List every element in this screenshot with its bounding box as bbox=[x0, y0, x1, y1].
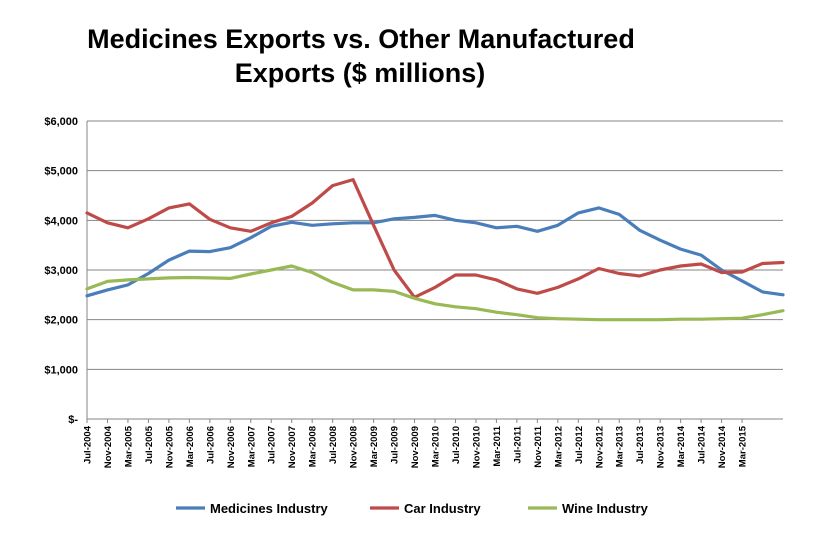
x-tick-label: Mar-2012 bbox=[553, 426, 564, 467]
x-tick-label: Nov-2012 bbox=[594, 426, 605, 468]
y-tick-label: $4,000 bbox=[44, 215, 78, 227]
x-tick-label: Mar-2007 bbox=[246, 426, 257, 467]
legend-label: Wine Industry bbox=[562, 501, 649, 516]
x-tick-label: Mar-2014 bbox=[676, 425, 687, 467]
y-axis-ticks: $- $1,000 $2,000 $3,000 $4,000 $5,000 $6,000 bbox=[44, 116, 78, 426]
x-tick-label: Jul-2012 bbox=[574, 426, 585, 464]
x-tick-label: Jul-2008 bbox=[328, 426, 339, 464]
y-tick-label: $3,000 bbox=[44, 265, 78, 277]
x-tick-label: Mar-2015 bbox=[738, 425, 749, 467]
x-tick-label: Mar-2010 bbox=[431, 426, 442, 467]
x-tick-label: Jul-2005 bbox=[144, 425, 155, 464]
x-tick-label: Mar-2009 bbox=[369, 426, 380, 467]
x-tick-label: Mar-2006 bbox=[185, 426, 196, 467]
x-tick-label: Nov-2004 bbox=[103, 425, 114, 468]
x-tick-label: Nov-2010 bbox=[471, 426, 482, 468]
legend-label: Car Industry bbox=[404, 501, 481, 516]
series-line-wine-industry bbox=[85, 264, 785, 322]
x-tick-label: Nov-2005 bbox=[164, 425, 175, 468]
x-tick-label: Jul-2013 bbox=[635, 426, 646, 464]
legend: Medicines Industry Car Industry Wine Indus… bbox=[176, 501, 649, 516]
y-tick-label: $- bbox=[68, 414, 78, 426]
y-tick-label: $6,000 bbox=[44, 116, 78, 128]
x-tick-label: Nov-2008 bbox=[349, 426, 360, 468]
chart-title-line-2: Exports ($ millions) bbox=[235, 58, 486, 88]
series-line-car-industry bbox=[85, 178, 785, 299]
x-tick-label: Nov-2006 bbox=[226, 426, 237, 468]
x-tick-label: Jul-2010 bbox=[451, 426, 462, 464]
x-tick-label: Jul-2009 bbox=[390, 426, 401, 464]
legend-label: Medicines Industry bbox=[210, 501, 329, 516]
x-tick-label: Nov-2013 bbox=[656, 426, 667, 468]
x-tick-label: Mar-2008 bbox=[308, 426, 319, 467]
x-tick-label: Jul-2004 bbox=[83, 425, 94, 464]
x-tick-label: Nov-2009 bbox=[410, 426, 421, 468]
x-tick-label: Mar-2013 bbox=[615, 426, 626, 467]
x-tick-label: Nov-2011 bbox=[533, 425, 544, 467]
x-tick-label: Mar-2005 bbox=[123, 425, 134, 467]
x-tick-label: Jul-2006 bbox=[205, 426, 216, 464]
x-axis-ticks: Jul-2004 Nov-2004 Mar-2005 Jul-2005 Nov-2005… bbox=[83, 419, 749, 468]
x-tick-label: Jul-2014 bbox=[697, 425, 708, 464]
gridlines bbox=[87, 120, 783, 370]
x-tick-label: Jul-2011 bbox=[512, 425, 523, 463]
x-tick-label: Jul-2007 bbox=[267, 426, 278, 464]
y-tick-label: $1,000 bbox=[44, 364, 78, 376]
series-lines bbox=[85, 178, 785, 322]
y-tick-label: $5,000 bbox=[44, 166, 78, 178]
chart-title-line-1: Medicines Exports vs. Other Manufactured bbox=[87, 24, 635, 54]
x-tick-label: Nov-2007 bbox=[287, 426, 298, 468]
x-tick-label: Mar-2011 bbox=[492, 425, 503, 466]
series-line-medicines-industry bbox=[85, 206, 785, 298]
y-tick-label: $2,000 bbox=[44, 315, 78, 327]
x-tick-label: Nov-2014 bbox=[717, 425, 728, 468]
